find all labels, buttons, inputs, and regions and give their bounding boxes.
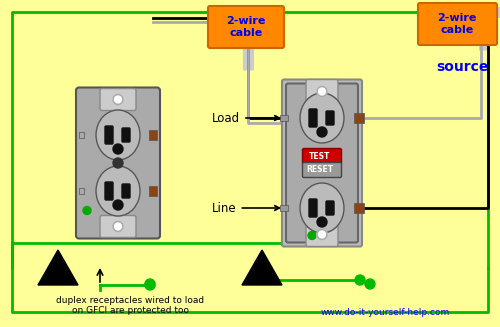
FancyBboxPatch shape bbox=[306, 79, 338, 104]
FancyBboxPatch shape bbox=[282, 79, 362, 247]
Polygon shape bbox=[242, 250, 282, 285]
FancyBboxPatch shape bbox=[100, 215, 136, 237]
Bar bbox=[79, 188, 84, 194]
Circle shape bbox=[113, 158, 123, 168]
Ellipse shape bbox=[96, 110, 140, 160]
Circle shape bbox=[308, 232, 316, 239]
Ellipse shape bbox=[115, 98, 119, 99]
Bar bbox=[79, 132, 84, 138]
Text: RESET: RESET bbox=[306, 165, 334, 175]
FancyBboxPatch shape bbox=[306, 222, 338, 247]
Ellipse shape bbox=[320, 90, 323, 91]
Text: 2-wire
cable: 2-wire cable bbox=[438, 13, 476, 35]
Circle shape bbox=[317, 217, 327, 227]
Bar bbox=[354, 113, 364, 123]
Circle shape bbox=[365, 279, 375, 289]
Circle shape bbox=[113, 95, 123, 105]
Circle shape bbox=[83, 206, 91, 215]
Text: Line: Line bbox=[212, 201, 280, 215]
FancyBboxPatch shape bbox=[122, 184, 130, 198]
Text: TEST: TEST bbox=[310, 152, 330, 161]
FancyBboxPatch shape bbox=[309, 109, 317, 127]
Polygon shape bbox=[38, 250, 78, 285]
Ellipse shape bbox=[300, 183, 344, 233]
Bar bbox=[280, 115, 288, 121]
Bar bbox=[149, 130, 157, 140]
FancyBboxPatch shape bbox=[105, 126, 113, 144]
FancyBboxPatch shape bbox=[418, 3, 497, 45]
FancyBboxPatch shape bbox=[208, 6, 284, 48]
FancyBboxPatch shape bbox=[76, 88, 160, 238]
FancyBboxPatch shape bbox=[122, 128, 130, 142]
FancyBboxPatch shape bbox=[309, 199, 317, 217]
FancyBboxPatch shape bbox=[286, 83, 358, 243]
Bar bbox=[280, 205, 288, 211]
FancyBboxPatch shape bbox=[105, 182, 113, 200]
Circle shape bbox=[355, 275, 365, 285]
Circle shape bbox=[113, 200, 123, 210]
FancyBboxPatch shape bbox=[326, 111, 334, 125]
Circle shape bbox=[145, 279, 155, 289]
FancyBboxPatch shape bbox=[326, 201, 334, 215]
Text: Load: Load bbox=[212, 112, 280, 125]
Circle shape bbox=[317, 127, 327, 137]
Ellipse shape bbox=[115, 225, 119, 226]
Circle shape bbox=[317, 87, 327, 96]
Text: source: source bbox=[436, 60, 488, 74]
Ellipse shape bbox=[300, 93, 344, 143]
FancyBboxPatch shape bbox=[302, 163, 342, 178]
Ellipse shape bbox=[96, 166, 140, 216]
Circle shape bbox=[317, 230, 327, 239]
Text: 2-wire
cable: 2-wire cable bbox=[226, 16, 266, 38]
Circle shape bbox=[145, 280, 155, 290]
Ellipse shape bbox=[320, 232, 323, 234]
Circle shape bbox=[113, 144, 123, 154]
Bar bbox=[149, 186, 157, 196]
Bar bbox=[354, 203, 364, 213]
FancyBboxPatch shape bbox=[100, 89, 136, 111]
Circle shape bbox=[113, 221, 123, 232]
FancyBboxPatch shape bbox=[302, 148, 342, 164]
Text: www.do-it-yourself-help.com: www.do-it-yourself-help.com bbox=[320, 308, 450, 317]
Text: duplex receptacles wired to load
on GFCI are protected too: duplex receptacles wired to load on GFCI… bbox=[56, 296, 204, 316]
